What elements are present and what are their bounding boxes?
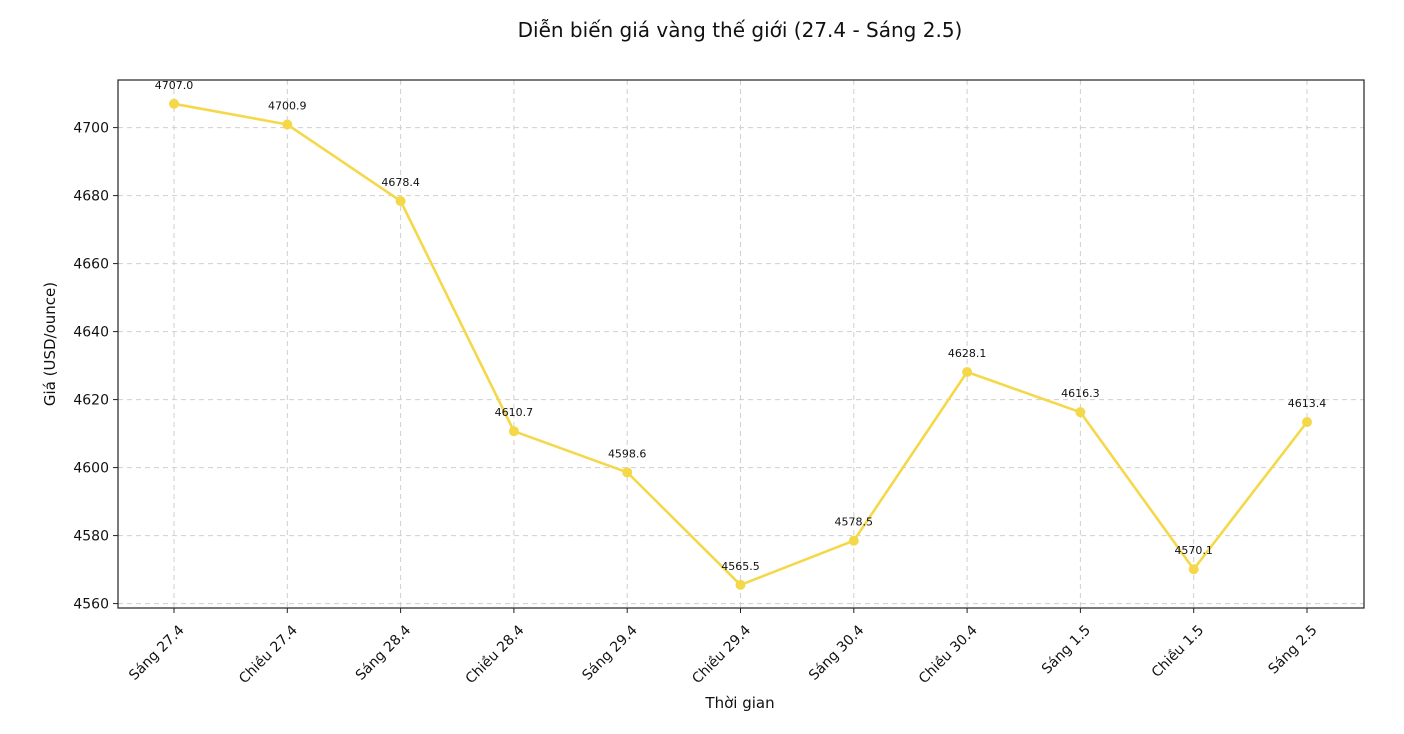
data-point [1188, 564, 1199, 575]
data-label: 4678.4 [381, 176, 420, 189]
data-label: 4565.5 [721, 560, 760, 573]
grid-layer [118, 80, 1364, 608]
data-point [282, 119, 293, 130]
x-tick-label: Sáng 30.4 [806, 622, 867, 683]
x-tick-label: Sáng 29.4 [579, 622, 640, 683]
y-tick-label: 4600 [73, 461, 109, 477]
data-label: 4598.6 [608, 447, 647, 460]
y-tick-label: 4680 [73, 189, 109, 205]
data-label: 4707.0 [155, 79, 194, 92]
data-point [169, 98, 179, 109]
data-label: 4570.1 [1174, 544, 1213, 557]
plot-frame [117, 79, 1365, 609]
data-label: 4616.3 [1061, 387, 1100, 400]
x-tick-label: Sáng 2.5 [1265, 622, 1320, 677]
x-tick-label: Chiều 28.4 [462, 622, 528, 688]
x-tick-label: Chiều 1.5 [1148, 622, 1207, 681]
data-point [622, 467, 633, 478]
y-tick-label: 4700 [73, 121, 109, 137]
data-label: 4628.1 [948, 347, 987, 360]
x-tick-label: Sáng 27.4 [126, 622, 187, 683]
data-point [735, 579, 746, 590]
chart-title: Diễn biến giá vàng thế giới (27.4 - Sáng… [518, 18, 963, 42]
data-point [1302, 417, 1312, 428]
data-point [1075, 407, 1086, 418]
y-tick-label: 4640 [73, 325, 109, 341]
x-tick-label: Sáng 1.5 [1039, 622, 1094, 677]
y-axis-label: Giá (USD/ounce) [41, 282, 59, 406]
data-label: 4700.9 [268, 100, 307, 113]
y-tick-label: 4660 [73, 257, 109, 273]
x-tick-label: Chiều 29.4 [689, 622, 755, 688]
data-point [962, 367, 973, 378]
tick-layer: 4560 4580 4600 4620 4640 4660 4680 4700 Sáng 27.… [73, 121, 1320, 688]
data-label: 4578.5 [835, 516, 874, 529]
x-axis-label: Thời gian [704, 694, 774, 712]
data-label: 4613.4 [1288, 397, 1327, 410]
data-point [508, 426, 519, 437]
y-tick-label: 4620 [73, 393, 109, 409]
y-tick-label: 4560 [73, 597, 109, 613]
x-tick-label: Chiều 27.4 [235, 622, 301, 688]
x-tick-label: Chiều 30.4 [915, 622, 981, 688]
data-point [848, 535, 859, 546]
y-tick-label: 4580 [73, 529, 109, 545]
x-tick-label: Sáng 28.4 [353, 622, 414, 683]
data-label: 4610.7 [495, 406, 534, 419]
data-point [395, 196, 406, 207]
point-layer [169, 98, 1312, 590]
data-label-layer: 4707.0 4700.9 4678.4 4610.7 4598.6 4565.5 4578… [155, 79, 1327, 573]
